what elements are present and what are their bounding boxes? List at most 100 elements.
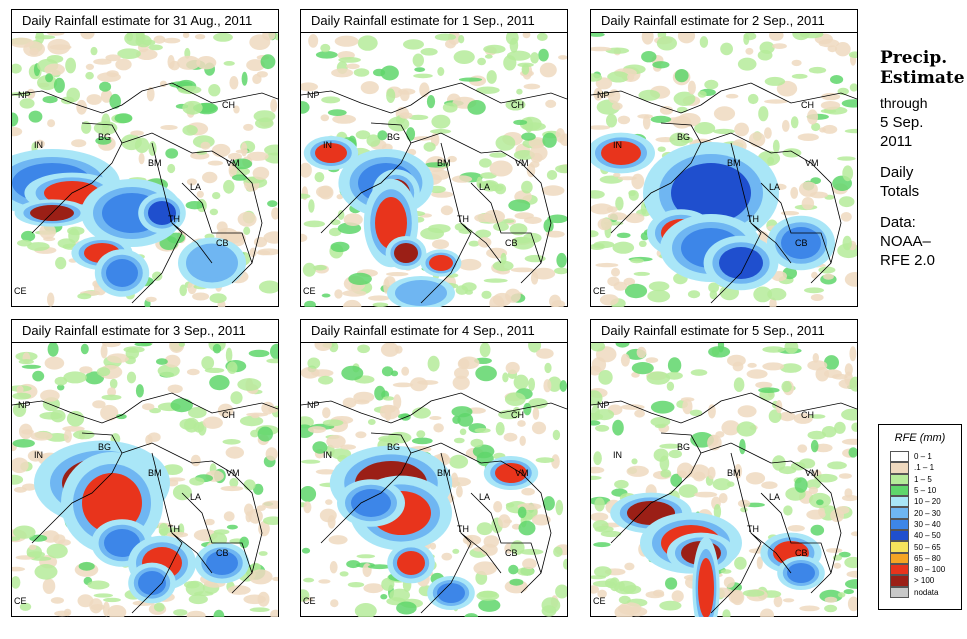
country-label: NP [18,90,31,100]
rain-patch [202,171,218,184]
rain-patch [613,281,628,291]
rain-patch [851,422,857,432]
rain-patch [246,412,268,417]
rain-patch [220,485,244,492]
rain-patch [841,99,857,108]
panel-title: Daily Rainfall estimate for 4 Sep., 2011 [311,323,535,338]
country-label: CB [505,548,518,558]
rain-patch [353,391,375,403]
country-label: IN [613,450,622,460]
rain-patch [34,564,58,580]
rain-patch [849,376,857,392]
rain-patch [659,600,682,611]
rain-patch [239,536,249,549]
rain-patch [321,293,331,298]
rain-patch [78,561,95,571]
rain-patch [186,178,197,186]
rain-patch [220,228,227,241]
rain-patch [552,429,561,441]
rain-patch [134,343,152,347]
rain-patch [713,106,736,121]
rain-patch [322,419,344,427]
rain-patch [630,258,644,264]
rainfall-map-graphic [12,33,278,307]
caption-precip: Precip. [880,48,948,68]
rain-patch [722,609,731,617]
legend-swatch [890,484,909,497]
rain-patch [720,569,732,574]
rain-patch [354,603,377,617]
country-label: LA [479,492,491,502]
rain-patch [109,93,121,109]
rain-patch [401,366,410,376]
rain-patch [492,260,514,272]
rain-patch [591,343,606,352]
rain-patch [45,73,54,83]
rain-patch [433,423,444,433]
rain-patch [454,367,469,379]
rain-patch [382,396,395,401]
rain-patch [523,83,541,90]
rain-patch [101,394,122,401]
rain-patch [270,343,278,360]
rain-patch [712,478,731,491]
rain-patch [780,211,800,216]
rain-patch [420,48,438,56]
rain-patch [546,170,558,180]
rain-patch [301,367,320,379]
rain-patch [255,117,274,129]
rain-patch [555,499,564,516]
rain-patch [363,583,384,594]
rain-patch [179,284,187,297]
rain-patch [513,119,528,125]
rain-patch [396,601,417,615]
country-label: CB [216,548,229,558]
rain-patch [207,160,223,166]
rain-patch [616,232,631,238]
rain-patch [23,41,45,57]
rain-patch [316,185,333,198]
rain-patch [237,211,257,227]
rain-patch [427,224,451,234]
rain-patch [544,362,552,374]
rain-patch [85,63,94,70]
rain-patch [472,444,495,459]
rain-patch [46,543,68,559]
rain-patch [57,384,65,391]
rain-patch [442,102,458,113]
rain-patch [360,81,379,95]
rain-patch [114,113,133,124]
rain-patch [606,113,617,128]
rain-patch [426,95,436,109]
rain-patch [483,44,506,54]
rain-patch [107,605,127,617]
rain-patch [758,387,780,393]
rain-patch [806,479,821,490]
legend-label: 5 – 10 [914,486,937,496]
rain-patch [473,561,497,576]
country-label: IN [34,450,43,460]
rain-patch [598,370,613,385]
rain-patch [353,68,370,77]
rain-patch [591,365,602,376]
rain-patch [126,371,137,384]
rain-patch [73,430,95,440]
legend-label: 65 – 80 [914,553,941,563]
rain-patch [412,53,424,67]
rain-patch [720,42,733,56]
rain-patch [618,595,631,604]
rain-core [671,163,751,223]
rain-patch [233,105,240,114]
rain-patch [745,472,766,485]
rain-patch [301,82,318,92]
rain-patch [532,407,540,420]
rain-patch [12,112,19,127]
rain-patch [811,122,821,132]
rain-patch [328,535,348,545]
legend-row: 10 – 20 [890,496,945,508]
rain-patch [653,448,669,462]
legend-label: 30 – 40 [914,519,941,529]
rain-patch [468,240,480,247]
rain-patch [245,511,252,523]
legend-swatch [890,586,909,598]
